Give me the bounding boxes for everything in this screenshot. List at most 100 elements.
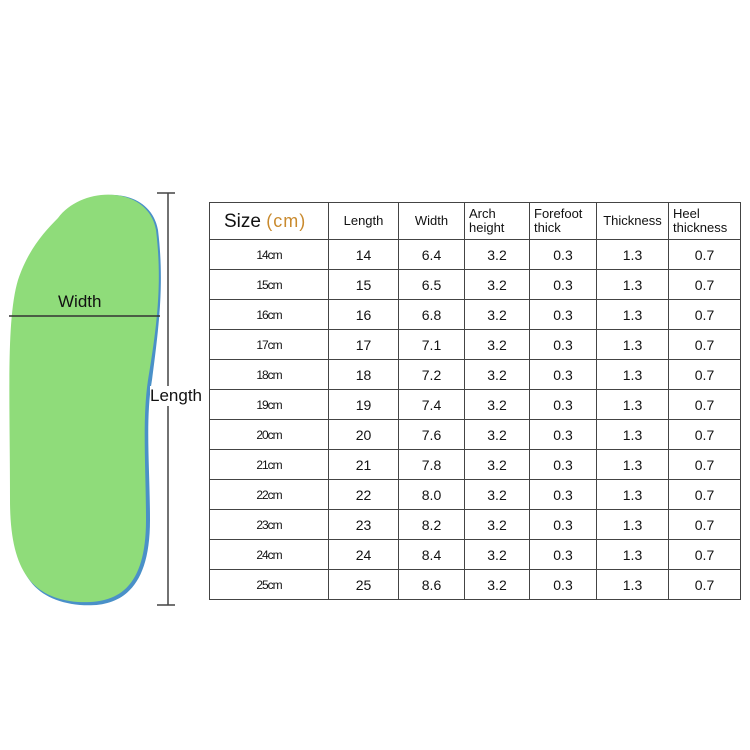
cell-width: 6.4 bbox=[398, 239, 465, 270]
header-size: Size (cm) bbox=[209, 202, 329, 240]
cell-forefoot-thick: 0.3 bbox=[529, 239, 597, 270]
cell-thickness: 1.3 bbox=[596, 509, 669, 540]
cell-width: 7.2 bbox=[398, 359, 465, 390]
cell-length: 16 bbox=[328, 299, 399, 330]
cell-thickness: 1.3 bbox=[596, 449, 669, 480]
cell-forefoot-thick: 0.3 bbox=[529, 449, 597, 480]
cell-length: 24 bbox=[328, 539, 399, 570]
cell-arch-height: 3.2 bbox=[464, 479, 530, 510]
cell-forefoot-thick: 0.3 bbox=[529, 509, 597, 540]
header-width: Width bbox=[398, 202, 465, 240]
cell-size: 21cm bbox=[209, 449, 329, 480]
header-heel-thickness: Heel thickness bbox=[668, 202, 741, 240]
cell-length: 19 bbox=[328, 389, 399, 420]
cell-size: 19cm bbox=[209, 389, 329, 420]
cell-heel-thickness: 0.7 bbox=[668, 269, 741, 300]
header-length: Length bbox=[328, 202, 399, 240]
cell-width: 8.6 bbox=[398, 569, 465, 600]
cell-size: 23cm bbox=[209, 509, 329, 540]
cell-forefoot-thick: 0.3 bbox=[529, 269, 597, 300]
table-header-row: Size (cm) Length Width Arch height Foref… bbox=[209, 202, 741, 240]
cell-forefoot-thick: 0.3 bbox=[529, 299, 597, 330]
cell-size: 22cm bbox=[209, 479, 329, 510]
cell-heel-thickness: 0.7 bbox=[668, 359, 741, 390]
table-row: 21cm 21 7.8 3.2 0.3 1.3 0.7 bbox=[209, 449, 741, 480]
cell-heel-thickness: 0.7 bbox=[668, 389, 741, 420]
cell-width: 8.2 bbox=[398, 509, 465, 540]
width-label: Width bbox=[58, 292, 102, 311]
cell-heel-thickness: 0.7 bbox=[668, 239, 741, 270]
cell-length: 25 bbox=[328, 569, 399, 600]
header-thickness: Thickness bbox=[596, 202, 669, 240]
cell-length: 21 bbox=[328, 449, 399, 480]
insole-diagram bbox=[9, 192, 175, 606]
cell-arch-height: 3.2 bbox=[464, 329, 530, 360]
cell-thickness: 1.3 bbox=[596, 569, 669, 600]
cell-heel-thickness: 0.7 bbox=[668, 329, 741, 360]
cell-width: 7.1 bbox=[398, 329, 465, 360]
cell-size: 25cm bbox=[209, 569, 329, 600]
cell-forefoot-thick: 0.3 bbox=[529, 359, 597, 390]
cell-size: 17cm bbox=[209, 329, 329, 360]
cell-forefoot-thick: 0.3 bbox=[529, 479, 597, 510]
cell-thickness: 1.3 bbox=[596, 539, 669, 570]
cell-size: 18cm bbox=[209, 359, 329, 390]
cell-arch-height: 3.2 bbox=[464, 449, 530, 480]
table-row: 19cm 19 7.4 3.2 0.3 1.3 0.7 bbox=[209, 389, 741, 420]
cell-width: 7.8 bbox=[398, 449, 465, 480]
table-row: 17cm 17 7.1 3.2 0.3 1.3 0.7 bbox=[209, 329, 741, 360]
cell-length: 15 bbox=[328, 269, 399, 300]
cell-size: 24cm bbox=[209, 539, 329, 570]
cell-thickness: 1.3 bbox=[596, 479, 669, 510]
cell-length: 22 bbox=[328, 479, 399, 510]
table-row: 22cm 22 8.0 3.2 0.3 1.3 0.7 bbox=[209, 479, 741, 510]
cell-arch-height: 3.2 bbox=[464, 539, 530, 570]
cell-length: 23 bbox=[328, 509, 399, 540]
cell-forefoot-thick: 0.3 bbox=[529, 539, 597, 570]
cell-arch-height: 3.2 bbox=[464, 569, 530, 600]
cell-forefoot-thick: 0.3 bbox=[529, 329, 597, 360]
cell-length: 18 bbox=[328, 359, 399, 390]
cell-heel-thickness: 0.7 bbox=[668, 299, 741, 330]
cell-thickness: 1.3 bbox=[596, 329, 669, 360]
header-forefoot-thick: Forefoot thick bbox=[529, 202, 597, 240]
cell-thickness: 1.3 bbox=[596, 359, 669, 390]
table-row: 15cm 15 6.5 3.2 0.3 1.3 0.7 bbox=[209, 269, 741, 300]
cell-thickness: 1.3 bbox=[596, 239, 669, 270]
table-row: 23cm 23 8.2 3.2 0.3 1.3 0.7 bbox=[209, 509, 741, 540]
cell-size: 20cm bbox=[209, 419, 329, 450]
header-arch-height: Arch height bbox=[464, 202, 530, 240]
cell-heel-thickness: 0.7 bbox=[668, 569, 741, 600]
table-row: 16cm 16 6.8 3.2 0.3 1.3 0.7 bbox=[209, 299, 741, 330]
cell-size: 16cm bbox=[209, 299, 329, 330]
cell-arch-height: 3.2 bbox=[464, 389, 530, 420]
cell-length: 14 bbox=[328, 239, 399, 270]
cell-length: 20 bbox=[328, 419, 399, 450]
table-row: 25cm 25 8.6 3.2 0.3 1.3 0.7 bbox=[209, 569, 741, 600]
cell-forefoot-thick: 0.3 bbox=[529, 419, 597, 450]
cell-width: 7.6 bbox=[398, 419, 465, 450]
cell-size: 14cm bbox=[209, 239, 329, 270]
cell-width: 6.8 bbox=[398, 299, 465, 330]
cell-heel-thickness: 0.7 bbox=[668, 479, 741, 510]
cell-forefoot-thick: 0.3 bbox=[529, 389, 597, 420]
cell-width: 8.0 bbox=[398, 479, 465, 510]
cell-heel-thickness: 0.7 bbox=[668, 449, 741, 480]
cell-thickness: 1.3 bbox=[596, 389, 669, 420]
cell-width: 6.5 bbox=[398, 269, 465, 300]
size-table: Size (cm) Length Width Arch height Foref… bbox=[209, 202, 741, 600]
table-row: 14cm 14 6.4 3.2 0.3 1.3 0.7 bbox=[209, 239, 741, 270]
cell-size: 15cm bbox=[209, 269, 329, 300]
cell-thickness: 1.3 bbox=[596, 269, 669, 300]
cell-arch-height: 3.2 bbox=[464, 509, 530, 540]
cell-thickness: 1.3 bbox=[596, 299, 669, 330]
cell-arch-height: 3.2 bbox=[464, 419, 530, 450]
cell-width: 8.4 bbox=[398, 539, 465, 570]
cell-thickness: 1.3 bbox=[596, 419, 669, 450]
cell-width: 7.4 bbox=[398, 389, 465, 420]
cell-arch-height: 3.2 bbox=[464, 299, 530, 330]
cell-heel-thickness: 0.7 bbox=[668, 509, 741, 540]
cell-forefoot-thick: 0.3 bbox=[529, 569, 597, 600]
cell-heel-thickness: 0.7 bbox=[668, 539, 741, 570]
cell-heel-thickness: 0.7 bbox=[668, 419, 741, 450]
